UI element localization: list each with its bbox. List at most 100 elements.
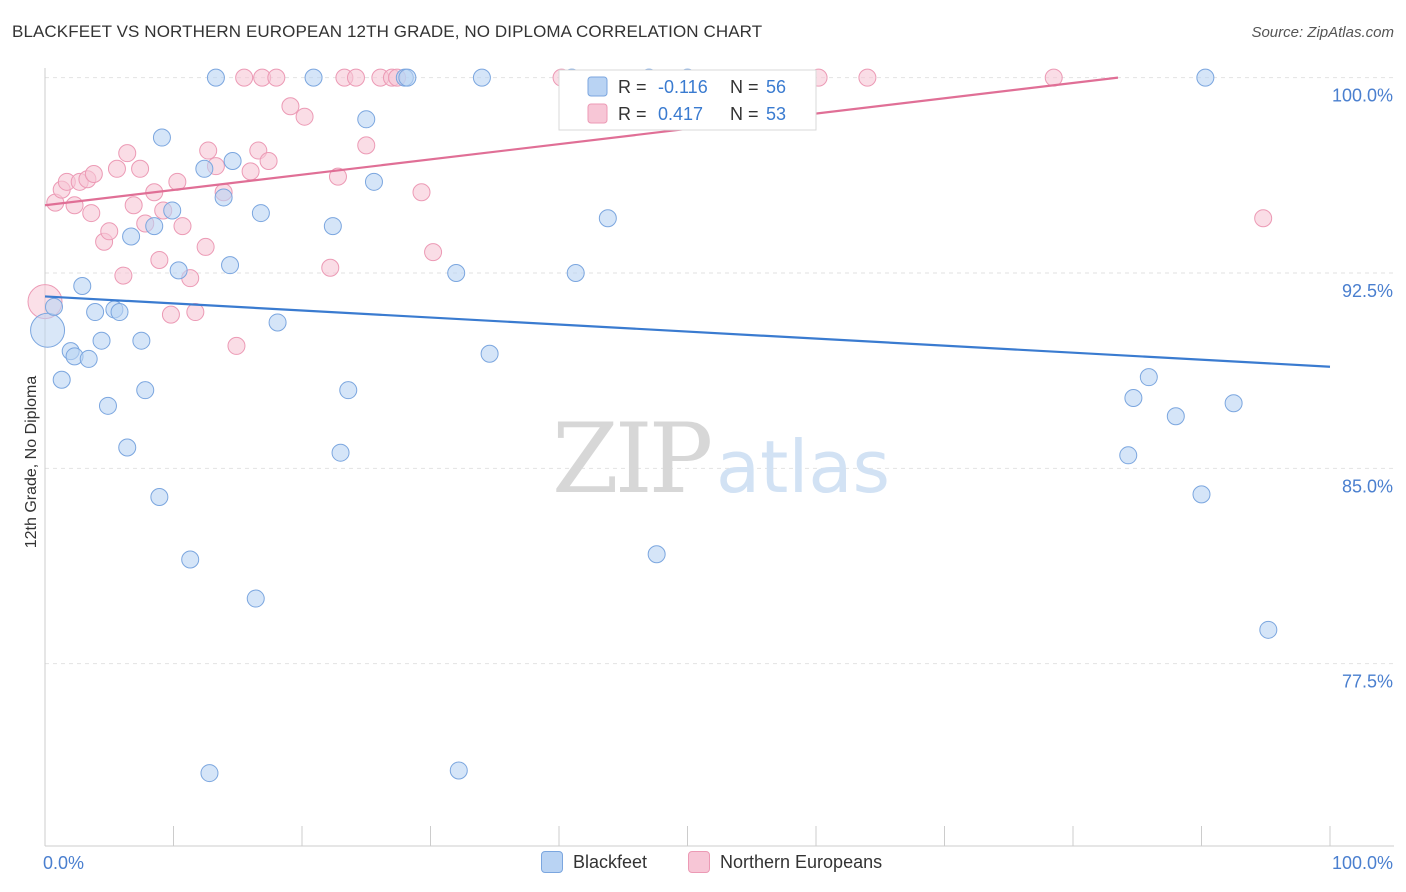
bottom-legend-northern-europeans: Northern Europeans (688, 851, 882, 873)
northern-europeans-point (357, 136, 376, 155)
blackfeet-point (92, 331, 111, 350)
blackfeet-point (364, 172, 383, 191)
x-tick-label-min: 0.0% (43, 853, 84, 873)
blackfeet-point (214, 188, 233, 207)
blackfeet-point (169, 261, 188, 280)
blackfeet-point (1166, 407, 1185, 426)
axes (44, 68, 1394, 847)
blackfeet-point (566, 263, 585, 282)
legend-r-value-2: 0.417 (658, 104, 703, 124)
blackfeet-point (304, 68, 323, 87)
blackfeet-point (268, 313, 287, 332)
northern-europeans-point (295, 107, 314, 126)
y-tick-label: 77.5% (1342, 672, 1393, 692)
blackfeet-point (110, 303, 129, 322)
blackfeet-point (1192, 485, 1211, 504)
series-blackfeet (30, 68, 1278, 783)
legend-n-label-2: N = (730, 104, 759, 124)
northern-europeans-point (281, 97, 300, 116)
northern-europeans-point (82, 204, 101, 223)
blackfeet-point (145, 217, 164, 236)
northern-europeans-point (173, 217, 192, 236)
northern-europeans-point (267, 68, 286, 87)
blackfeet-point (447, 263, 466, 282)
northern-europeans-point (424, 243, 443, 262)
y-tick-labels: 100.0% 92.5% 85.0% 77.5% (1332, 86, 1393, 692)
blackfeet-point (86, 303, 105, 322)
legend-r-value-1: -0.116 (658, 77, 708, 97)
blackfeet-point (1224, 394, 1243, 413)
chart-title: BLACKFEET VS NORTHERN EUROPEAN 12TH GRAD… (12, 22, 763, 41)
northern-europeans-point (186, 303, 205, 322)
blackfeet-point (223, 151, 242, 170)
legend-r-label-1: R = (618, 77, 647, 97)
bottom-legend-blackfeet: Blackfeet (541, 851, 647, 873)
blackfeet-point (73, 277, 92, 295)
northern-europeans-swatch (688, 851, 710, 873)
northern-europeans-point (107, 159, 126, 178)
watermark-atlas: atlas (716, 425, 890, 509)
northern-europeans-point (84, 165, 103, 183)
blackfeet-trend-line (44, 295, 1331, 368)
blackfeet-point (118, 438, 137, 457)
blackfeet-point (398, 68, 417, 87)
legend-r-label-2: R = (618, 104, 647, 124)
blackfeet-point (647, 545, 666, 564)
northern-europeans-point (118, 144, 137, 163)
blackfeet-point (163, 201, 182, 220)
northern-europeans-point (235, 68, 254, 87)
source-label: Source: ZipAtlas.com (1251, 24, 1394, 41)
blackfeet-point (480, 344, 499, 363)
northern-europeans-point (227, 336, 246, 355)
x-tick-labels: 0.0% 100.0% (43, 853, 1393, 873)
blackfeet-point (331, 443, 350, 462)
bottom-legend: Blackfeet Northern Europeans (0, 851, 1406, 877)
northern-europeans-point (858, 68, 877, 87)
blackfeet-point (323, 217, 342, 236)
blackfeet-point (1196, 68, 1215, 87)
northern-europeans-point (321, 258, 340, 277)
northern-europeans-point (199, 141, 218, 160)
x-tick-label-max: 100.0% (1332, 853, 1393, 873)
blackfeet-point (136, 381, 155, 400)
blackfeet-point (44, 297, 63, 316)
y-tick-label: 85.0% (1342, 476, 1393, 496)
blackfeet-point (221, 256, 240, 275)
northern-europeans-point (346, 68, 365, 87)
northern-europeans-point (259, 151, 278, 170)
blackfeet-point (79, 349, 98, 368)
blackfeet-point (449, 761, 468, 780)
trend-lines (44, 76, 1331, 368)
bottom-legend-label-northern-europeans: Northern Europeans (720, 851, 883, 872)
blackfeet-point (1139, 368, 1158, 387)
legend-n-value-2: 53 (766, 104, 786, 124)
blackfeet-point (98, 396, 117, 415)
blackfeet-point (1259, 620, 1278, 639)
blackfeet-point (52, 370, 71, 389)
blackfeet-point (181, 550, 200, 569)
northern-europeans-point (328, 167, 347, 186)
y-tick-label: 100.0% (1332, 86, 1393, 106)
northern-europeans-point (100, 222, 119, 241)
blackfeet-point (357, 110, 376, 129)
northern-europeans-trend-line (44, 76, 1119, 207)
watermark-zip: ZIP (552, 403, 711, 515)
blackfeet-point (246, 589, 265, 608)
blackfeet-point (132, 331, 151, 350)
blackfeet-point (122, 227, 141, 246)
blackfeet-point (152, 128, 171, 147)
bottom-legend-label-blackfeet: Blackfeet (573, 851, 648, 872)
blackfeet-swatch (541, 851, 563, 873)
watermark: ZIP atlas (552, 403, 890, 515)
blackfeet-point (195, 159, 214, 178)
blackfeet-point (150, 487, 169, 506)
legend-n-label-1: N = (730, 77, 759, 97)
northern-europeans-point (150, 250, 169, 269)
y-tick-label: 92.5% (1342, 281, 1393, 301)
blackfeet-point (472, 68, 491, 87)
blackfeet-point (206, 68, 225, 87)
blackfeet-point (598, 209, 617, 228)
northern-europeans-point (124, 196, 143, 215)
blackfeet-point (1119, 446, 1138, 465)
